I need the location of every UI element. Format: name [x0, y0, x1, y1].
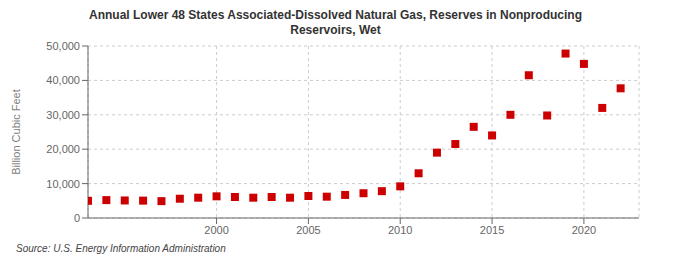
svg-text:10,000: 10,000 [46, 178, 80, 190]
svg-text:20,000: 20,000 [46, 143, 80, 155]
svg-text:2010: 2010 [388, 224, 412, 236]
svg-text:40,000: 40,000 [46, 74, 80, 86]
html-text:Reservoirs, Wet: Reservoirs, Wet [290, 23, 381, 37]
svg-text:2005: 2005 [296, 224, 320, 236]
svg-text:0: 0 [74, 212, 80, 224]
html-text:Annual Lower 48 States Associa: Annual Lower 48 States Associated-Dissol… [89, 8, 582, 22]
svg-text:Billion Cubic Feet: Billion Cubic Feet [10, 89, 22, 175]
svg-text:2015: 2015 [480, 224, 504, 236]
svg-text:2020: 2020 [572, 224, 596, 236]
svg-text:30,000: 30,000 [46, 109, 80, 121]
svg-text:50,000: 50,000 [46, 40, 80, 52]
html-text:Source: U.S. Energy Informatio: Source: U.S. Energy Information Administ… [16, 243, 226, 254]
svg-text:2000: 2000 [204, 224, 228, 236]
